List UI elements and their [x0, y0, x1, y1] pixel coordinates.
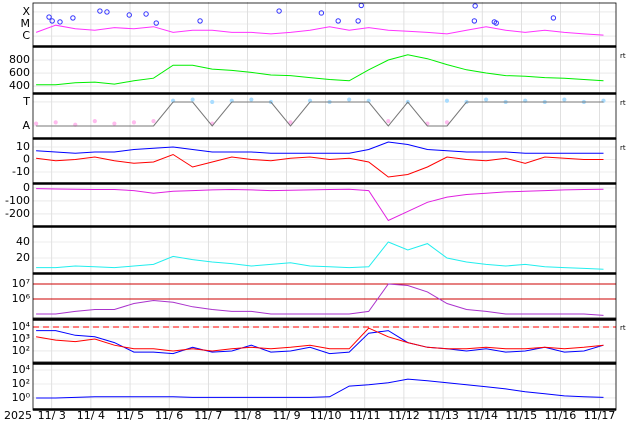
data-point [57, 19, 63, 25]
x-tick-label: 11/14 [466, 409, 498, 422]
data-point [112, 121, 117, 126]
y-tick-label: T [22, 95, 30, 108]
data-point [131, 120, 137, 125]
panel-frame [32, 92, 617, 140]
x-tick-label: 11/ 8 [233, 409, 261, 422]
x-tick-label: 11/ 4 [77, 409, 105, 422]
data-point [70, 15, 76, 21]
data-point [355, 18, 361, 24]
y-tick-label: 20 [16, 251, 30, 264]
x-tick-label: 11/ 9 [272, 409, 300, 422]
data-point [197, 18, 203, 24]
data-point [288, 120, 293, 125]
data-point [386, 119, 391, 124]
panel-frame [32, 361, 617, 411]
y-tick-label: X [22, 5, 30, 18]
y-tick-label: 10² [12, 344, 30, 357]
data-point [153, 20, 159, 26]
data-point [335, 18, 341, 24]
panel-note: rt [620, 144, 626, 152]
x-tick-label: 11/16 [545, 409, 577, 422]
data-point [53, 120, 58, 125]
panel-note: rt [620, 324, 626, 332]
data-point [444, 120, 450, 125]
series-line [36, 153, 604, 178]
data-point [190, 97, 195, 102]
y-tick-label: 10⁴ [12, 363, 31, 376]
year-label: 2025 [4, 409, 32, 422]
data-point [97, 8, 103, 14]
panel-frame [32, 45, 617, 95]
y-tick-label: 10² [12, 377, 30, 390]
x-tick-label: 11/ 5 [116, 409, 144, 422]
data-point [562, 97, 567, 102]
panel-note: rt [620, 99, 626, 107]
series-line [36, 54, 604, 86]
y-tick-label: -200 [5, 207, 30, 220]
data-point [444, 98, 450, 103]
panel-frame [32, 317, 617, 365]
x-tick-label: 11/15 [505, 409, 537, 422]
y-tick-label: 10⁷ [12, 277, 30, 290]
panel-frame [32, 2, 617, 48]
panel-frame [32, 137, 617, 185]
data-point [92, 119, 97, 124]
data-point [126, 12, 132, 18]
y-tick-label: M [21, 17, 31, 30]
y-tick-label: 10⁰ [12, 391, 31, 404]
series-line [36, 327, 604, 352]
y-tick-label: 10⁶ [12, 292, 31, 305]
data-point [550, 15, 557, 21]
data-point [276, 8, 282, 14]
y-tick-label: -10 [12, 165, 30, 178]
y-tick-label: 40 [16, 235, 30, 248]
y-tick-label: -100 [5, 194, 30, 207]
y-tick-label: 10⁴ [12, 320, 31, 333]
data-point [472, 3, 478, 9]
x-tick-label: 11/11 [349, 409, 381, 422]
data-point [471, 18, 478, 24]
data-point [249, 97, 254, 102]
x-tick-label: 11/12 [388, 409, 420, 422]
x-tick-label: 11/10 [310, 409, 342, 422]
x-tick-label: 11/ 7 [194, 409, 222, 422]
data-point [493, 20, 499, 26]
x-tick-label: 11/13 [427, 409, 459, 422]
series-line [36, 101, 604, 127]
data-point [34, 121, 39, 126]
series-line [35, 24, 604, 36]
y-tick-label: 600 [9, 66, 30, 79]
panel-note: rt [620, 52, 626, 60]
x-tick-label: 11/ 3 [38, 409, 66, 422]
y-tick-label: 800 [9, 53, 30, 66]
series-line [36, 330, 604, 355]
y-tick-label: C [22, 29, 30, 42]
series-line [36, 283, 604, 316]
x-tick-label: 11/17 [584, 409, 616, 422]
data-point [358, 2, 364, 9]
data-point [143, 11, 149, 17]
y-tick-label: 0 [23, 181, 30, 194]
data-point [210, 99, 215, 105]
panel-frame [32, 272, 617, 321]
y-tick-label: 400 [9, 79, 30, 92]
data-point [46, 14, 52, 20]
data-point [483, 97, 489, 102]
y-tick-label: 0 [23, 153, 30, 166]
y-tick-label: 10 [16, 140, 30, 153]
series-line [36, 188, 604, 222]
data-point [104, 9, 110, 15]
y-tick-label: 10³ [12, 332, 30, 345]
series-line [36, 378, 604, 399]
series-line [36, 141, 604, 154]
y-tick-label: A [22, 119, 30, 132]
data-point [151, 119, 156, 124]
data-point [318, 10, 325, 16]
x-tick-label: 11/ 6 [155, 409, 183, 422]
series-line [36, 241, 604, 270]
data-point [347, 97, 352, 102]
data-point [49, 18, 55, 24]
